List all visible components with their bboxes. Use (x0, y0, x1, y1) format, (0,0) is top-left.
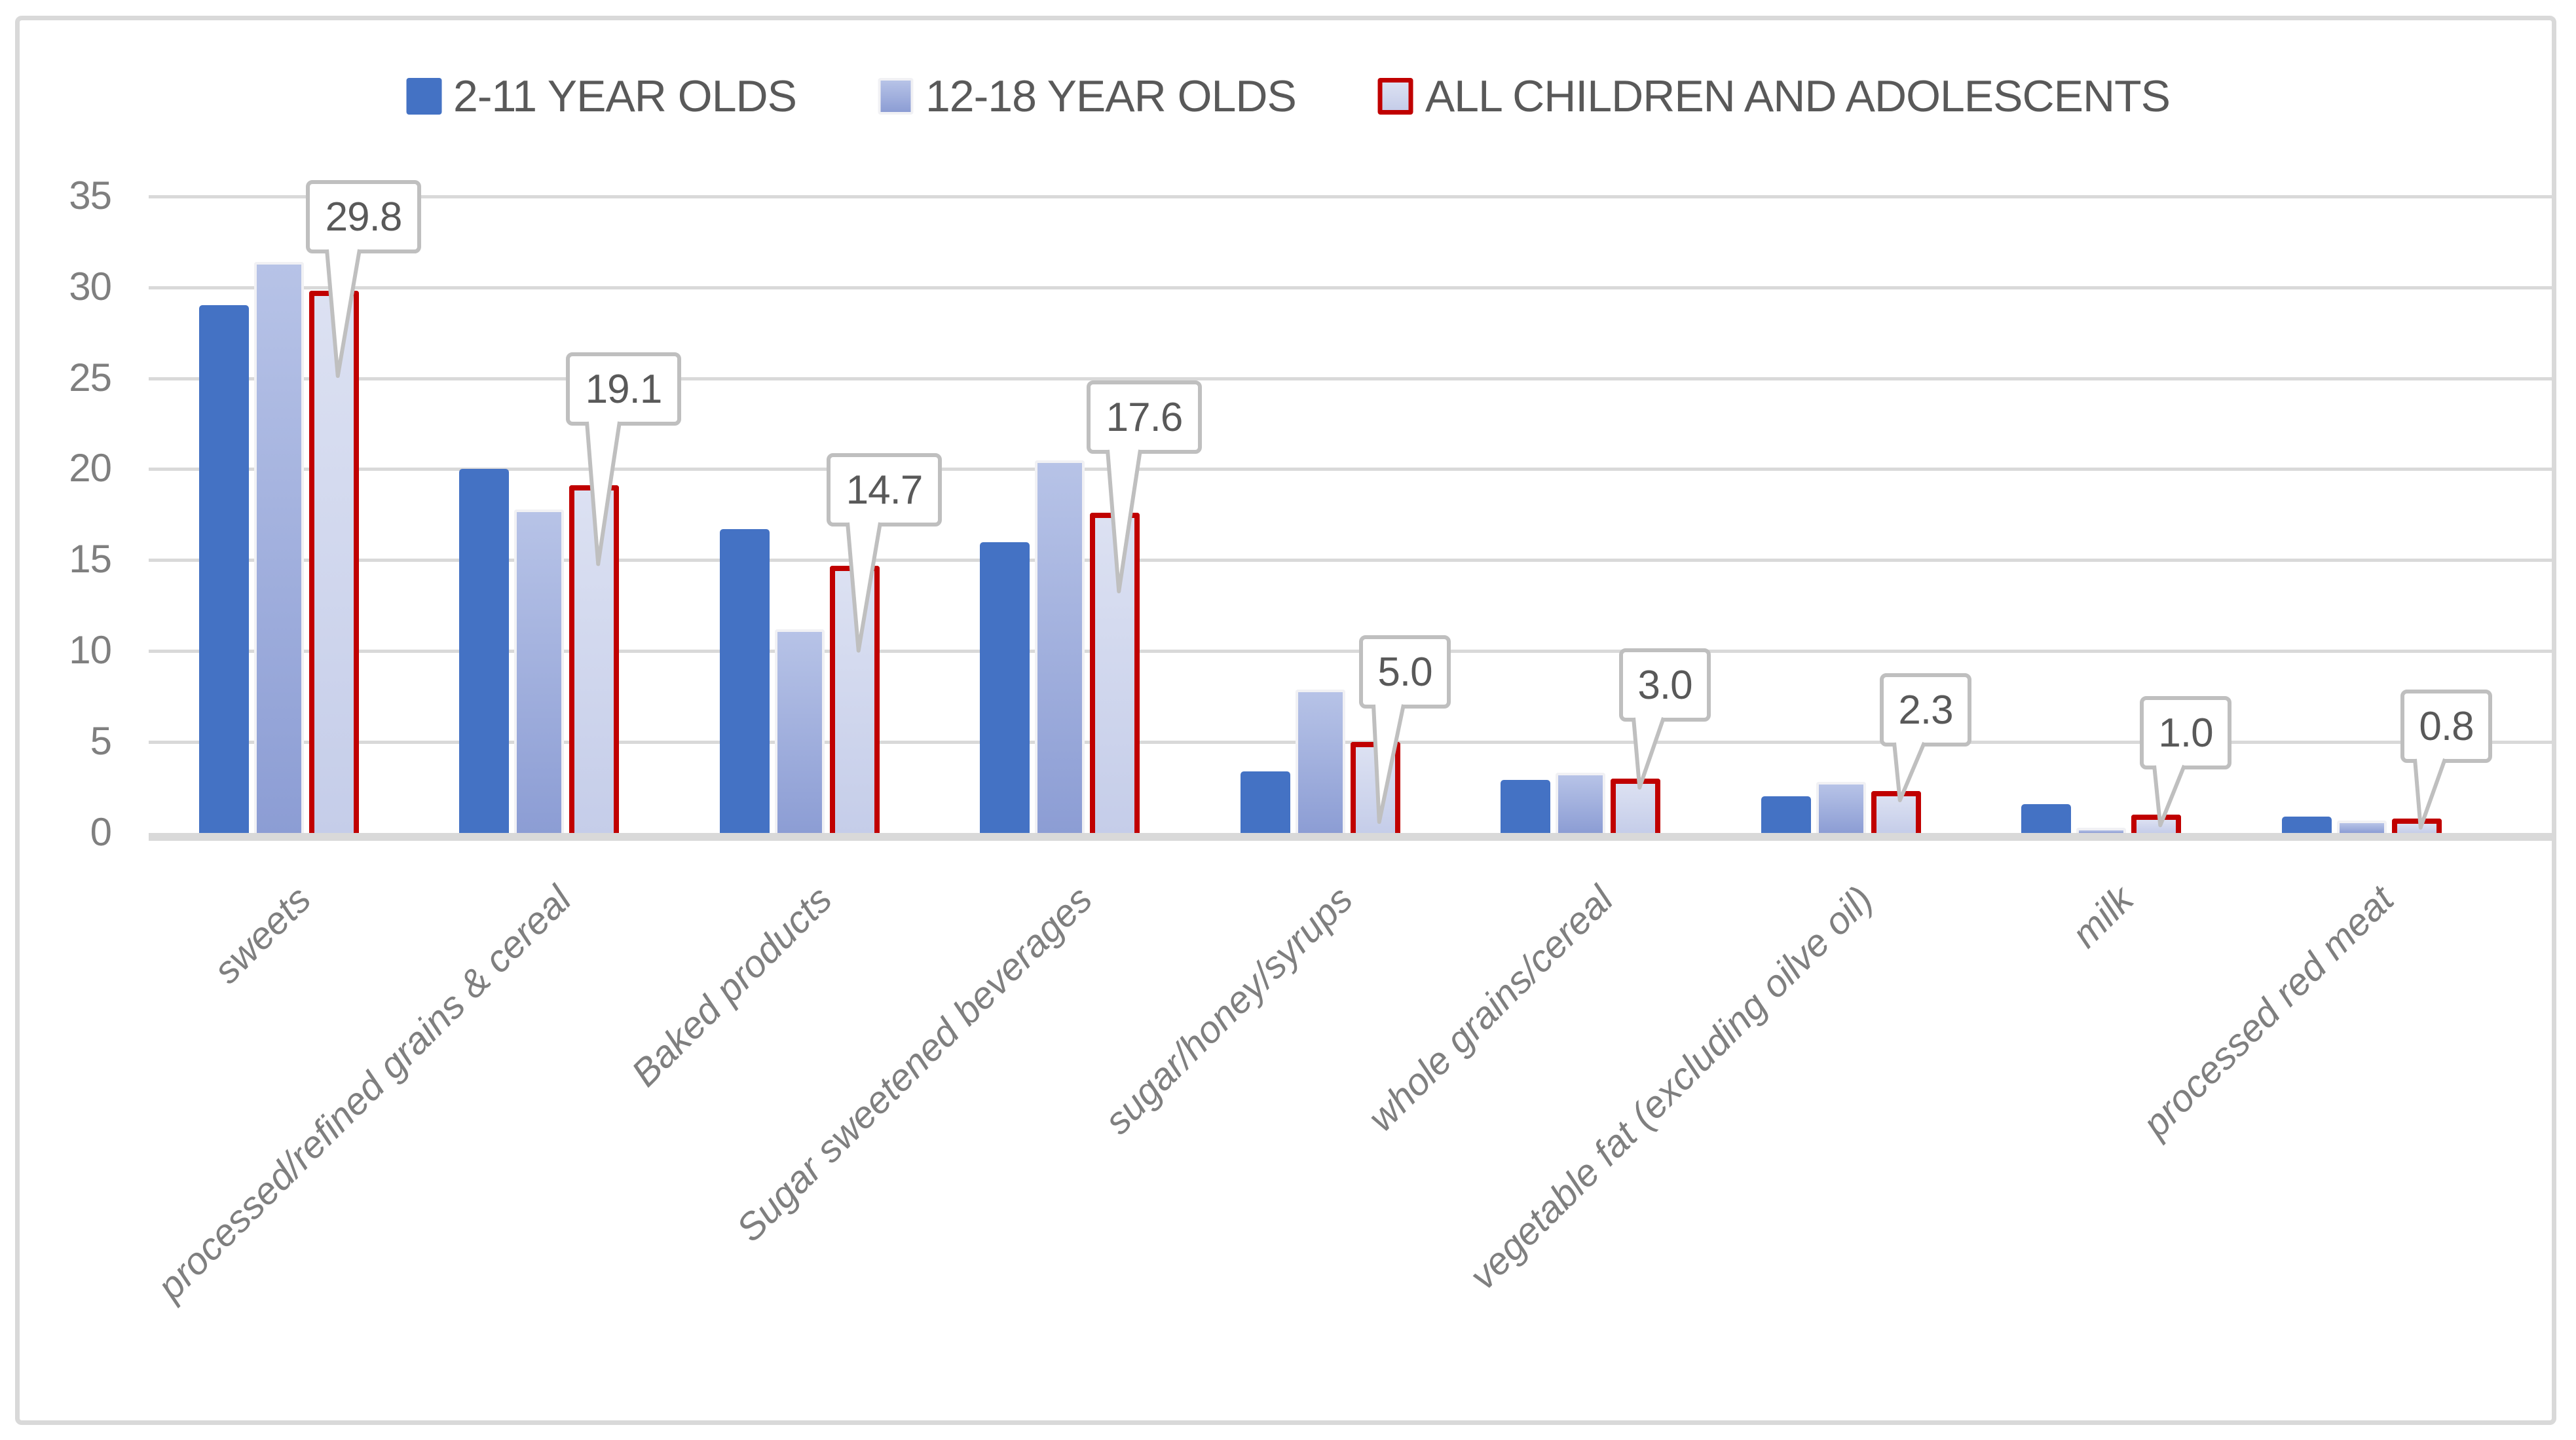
callout-pointer-sugar-honey-syrups (1372, 704, 1406, 824)
data-label-callout-sugar-honey-syrups: 5.0 (1359, 635, 1451, 709)
callout-pointer-whole-grains-cereal (1632, 717, 1666, 790)
gridline-30 (149, 286, 2554, 289)
callout-pointer-processed-refined-grains-cereal (585, 421, 622, 566)
bar-12-18-year-olds-processed-red-meat (2337, 821, 2387, 833)
legend-item-all-children: ALL CHILDREN AND ADOLESCENTS (1377, 71, 2171, 122)
bar-all-children-and-adolescents-processed-refined-grains-cereal (569, 485, 619, 833)
bar-12-18-year-olds-sugar-honey-syrups (1296, 690, 1345, 833)
bar-all-children-and-adolescents-sugar-sweetened-beverages (1090, 513, 1140, 833)
data-label-callout-whole-grains-cereal: 3.0 (1619, 648, 1711, 722)
callout-pointer-processed-red-meat (2413, 758, 2447, 830)
callout-pointer-vegetable-fat-excluding-oilve-oil (1892, 741, 1926, 803)
bar-all-children-and-adolescents-whole-grains-cereal (1611, 779, 1660, 833)
bar-12-18-year-olds-milk (2076, 828, 2126, 833)
data-label-callout-sweets: 29.8 (306, 180, 421, 253)
gridline-25 (149, 377, 2554, 380)
bar-all-children-and-adolescents-vegetable-fat-excluding-oilve-oil (1871, 791, 1921, 833)
data-label-callout-processed-red-meat: 0.8 (2400, 690, 2492, 763)
legend-swatch-red-outline (1377, 78, 1413, 115)
callout-pointer-sugar-sweetened-beverages (1106, 449, 1142, 594)
y-axis-tick-label-35: 35 (69, 173, 112, 217)
data-label-callout-vegetable-fat-excluding-oilve-oil: 2.3 (1880, 673, 1971, 747)
legend: 2-11 YEAR OLDS 12-18 YEAR OLDS ALL CHILD… (406, 71, 2171, 122)
legend-item-12-18-year-olds: 12-18 YEAR OLDS (878, 71, 1297, 122)
y-axis-tick-label-10: 10 (69, 628, 112, 673)
legend-swatch-lavender-gradient (878, 78, 914, 115)
chart-frame-border (15, 16, 2556, 1425)
bar-12-18-year-olds-sweets (254, 262, 304, 833)
bar-all-children-and-adolescents-processed-red-meat (2392, 819, 2442, 833)
gridline-20 (149, 468, 2554, 471)
callout-pointer-baked-products (846, 522, 882, 653)
legend-label-12-18-year-olds: 12-18 YEAR OLDS (925, 71, 1297, 121)
bar-2-11-year-olds-whole-grains-cereal (1501, 780, 1550, 833)
bar-12-18-year-olds-whole-grains-cereal (1556, 773, 1605, 833)
bar-all-children-and-adolescents-milk (2131, 815, 2181, 833)
data-label-callout-baked-products: 14.7 (827, 453, 942, 526)
y-axis-tick-label-0: 0 (90, 810, 112, 854)
gridline-10 (149, 650, 2554, 654)
bar-2-11-year-olds-baked-products (720, 529, 770, 833)
data-label-callout-milk: 1.0 (2140, 696, 2231, 769)
data-label-callout-sugar-sweetened-beverages: 17.6 (1087, 380, 1202, 454)
y-axis-tick-label-20: 20 (69, 446, 112, 490)
bar-all-children-and-adolescents-sweets (309, 291, 359, 833)
legend-item-2-11-year-olds: 2-11 YEAR OLDS (406, 71, 797, 122)
callout-pointer-sweets (325, 249, 362, 378)
bar-12-18-year-olds-processed-refined-grains-cereal (514, 509, 564, 833)
y-axis-tick-label-15: 15 (69, 537, 112, 582)
legend-swatch-solid-blue (406, 78, 442, 115)
legend-label-2-11-year-olds: 2-11 YEAR OLDS (453, 71, 797, 121)
bar-2-11-year-olds-processed-refined-grains-cereal (459, 469, 509, 833)
y-axis-tick-label-5: 5 (90, 719, 112, 764)
bar-2-11-year-olds-sweets (199, 305, 249, 833)
y-axis-tick-label-25: 25 (69, 355, 112, 399)
bar-2-11-year-olds-processed-red-meat (2282, 817, 2332, 833)
bar-12-18-year-olds-baked-products (775, 629, 825, 833)
bar-2-11-year-olds-sugar-honey-syrups (1241, 771, 1290, 833)
gridline-35 (149, 194, 2554, 198)
data-label-callout-processed-refined-grains-cereal: 19.1 (566, 352, 681, 426)
x-axis-line (149, 833, 2554, 841)
bar-12-18-year-olds-vegetable-fat-excluding-oilve-oil (1816, 782, 1866, 833)
bar-2-11-year-olds-vegetable-fat-excluding-oilve-oil (1761, 796, 1811, 833)
legend-label-all-children: ALL CHILDREN AND ADOLESCENTS (1425, 71, 2171, 121)
bar-2-11-year-olds-milk (2021, 804, 2071, 833)
bar-12-18-year-olds-sugar-sweetened-beverages (1035, 460, 1085, 833)
y-axis-tick-label-30: 30 (69, 264, 112, 308)
callout-pointer-milk (2152, 764, 2186, 828)
bar-2-11-year-olds-sugar-sweetened-beverages (980, 542, 1030, 833)
gridline-15 (149, 559, 2554, 563)
